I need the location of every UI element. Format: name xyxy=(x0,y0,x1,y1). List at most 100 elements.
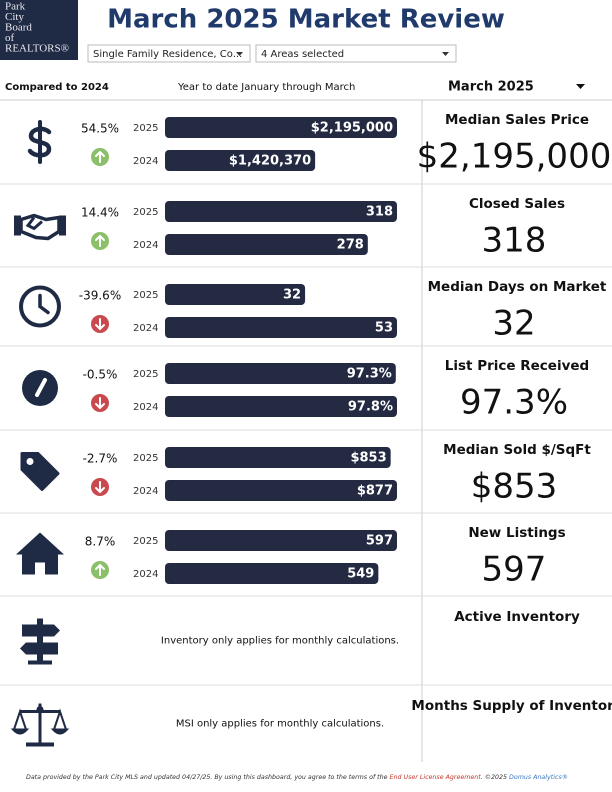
bar xyxy=(165,234,368,255)
metric-name: Closed Sales xyxy=(469,196,565,212)
dropdown-arrow xyxy=(442,52,449,56)
metric-name: Median Sold $/SqFt xyxy=(443,442,591,458)
logo-text: Park xyxy=(5,1,26,13)
icon xyxy=(26,458,34,465)
bar-label: 32 xyxy=(283,288,301,303)
logo-text: Board xyxy=(5,22,32,34)
bar xyxy=(165,480,397,501)
icon xyxy=(20,642,58,655)
icon xyxy=(37,618,43,663)
bar-label: $877 xyxy=(357,484,393,499)
bar xyxy=(165,563,379,584)
year-label: 2025 xyxy=(133,536,158,547)
change-arrow xyxy=(95,563,105,576)
logo-text: REALTORS® xyxy=(5,43,69,55)
bar-label: 278 xyxy=(337,238,364,253)
column-header: Year to date January through March xyxy=(177,82,355,93)
icon xyxy=(35,378,47,397)
icon xyxy=(38,293,50,315)
metric-icon xyxy=(20,618,60,665)
change-percent: -0.5% xyxy=(83,368,118,382)
change-arrow xyxy=(95,481,105,494)
bar xyxy=(165,117,397,138)
bar-label: 597 xyxy=(366,534,393,549)
dropdown-arrow xyxy=(236,52,243,56)
title: March 2025 Market Review xyxy=(107,5,505,35)
footer-text: Data provided by the Park City MLS and u… xyxy=(26,773,390,781)
month-selector[interactable]: March 2025 xyxy=(448,80,534,95)
icon xyxy=(13,708,67,730)
bar xyxy=(165,150,316,171)
note-message: MSI only applies for monthly calculation… xyxy=(176,719,384,730)
metric-name: Median Sales Price xyxy=(445,112,589,128)
bar xyxy=(165,317,397,338)
column-header: Compared to 2024 xyxy=(5,82,109,93)
filter-dropdown[interactable] xyxy=(87,44,251,63)
footer-text: . ©2025 xyxy=(481,773,509,781)
metric-name: Median Days on Market xyxy=(428,279,607,295)
bar-label: 97.8% xyxy=(348,400,393,415)
icon xyxy=(16,532,64,575)
icon xyxy=(20,452,60,491)
year-label: 2024 xyxy=(133,156,158,167)
metric-icon xyxy=(14,213,66,241)
change-arrow xyxy=(95,397,105,410)
bar-label: 97.3% xyxy=(347,367,392,382)
year-label: 2025 xyxy=(133,453,158,464)
metric-value: 318 xyxy=(482,221,547,261)
year-label: 2025 xyxy=(133,369,158,380)
icon xyxy=(28,660,52,665)
metric-icon xyxy=(27,120,52,164)
logo-text: City xyxy=(5,11,24,23)
year-label: 2024 xyxy=(133,569,158,580)
icon xyxy=(22,624,60,637)
metric-name: List Price Received xyxy=(445,358,589,374)
change-percent: 8.7% xyxy=(85,535,116,549)
metric-icon xyxy=(22,370,58,406)
bar xyxy=(165,396,397,417)
metric-value: $853 xyxy=(471,467,558,507)
metric-name: Months Supply of Inventory xyxy=(411,698,612,714)
logo-box xyxy=(0,0,78,60)
bar xyxy=(165,284,306,305)
bar-label: 318 xyxy=(366,205,393,220)
bar-label: 549 xyxy=(347,567,374,582)
icon xyxy=(10,728,70,735)
bar-label: $1,420,370 xyxy=(229,154,311,169)
metric-value: 597 xyxy=(482,550,547,590)
license-link[interactable]: End User License Agreement xyxy=(390,773,482,781)
metric-value: $2,195,000 xyxy=(417,137,612,177)
change-percent: -2.7% xyxy=(83,452,118,466)
metric-icon xyxy=(19,285,61,328)
change-percent: 54.5% xyxy=(81,122,119,136)
icon xyxy=(25,216,43,231)
metric-icon xyxy=(16,532,64,575)
bar xyxy=(165,447,391,468)
year-label: 2025 xyxy=(133,207,158,218)
year-label: 2025 xyxy=(133,123,158,134)
metric-name: Active Inventory xyxy=(454,609,580,625)
metric-name: New Listings xyxy=(468,525,565,541)
vendor-link[interactable]: Domus Analytics® xyxy=(509,773,568,781)
icon xyxy=(36,706,44,713)
metric-icon xyxy=(10,703,70,747)
year-label: 2024 xyxy=(133,486,158,497)
bar xyxy=(165,363,396,384)
metric-icon xyxy=(20,452,60,491)
note-message: Inventory only applies for monthly calcu… xyxy=(161,636,399,647)
bar xyxy=(165,201,397,222)
year-label: 2025 xyxy=(133,290,158,301)
bar-label: $2,195,000 xyxy=(311,121,393,136)
icon xyxy=(59,215,66,236)
bar-label: 53 xyxy=(375,321,393,336)
icon xyxy=(19,213,61,241)
month-arrow[interactable] xyxy=(576,84,585,89)
filter-dropdown[interactable] xyxy=(255,44,457,63)
bar-label: $853 xyxy=(350,451,386,466)
icon xyxy=(26,742,54,747)
icon xyxy=(19,285,61,328)
icon xyxy=(14,215,21,236)
change-arrow xyxy=(95,234,105,247)
change-arrow xyxy=(95,318,105,331)
filter-text: Single Family Residence, Co... xyxy=(93,49,242,60)
